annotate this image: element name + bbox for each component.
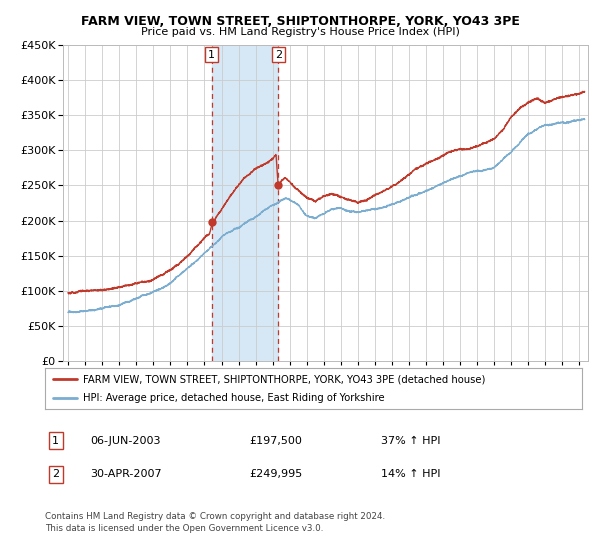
Text: FARM VIEW, TOWN STREET, SHIPTONTHORPE, YORK, YO43 3PE (detached house): FARM VIEW, TOWN STREET, SHIPTONTHORPE, Y… (83, 375, 485, 384)
Text: £249,995: £249,995 (249, 469, 302, 479)
Text: Price paid vs. HM Land Registry's House Price Index (HPI): Price paid vs. HM Land Registry's House … (140, 27, 460, 37)
Bar (212, 45, 278, 361)
Text: 1: 1 (52, 436, 59, 446)
Text: 30-APR-2007: 30-APR-2007 (90, 469, 161, 479)
Text: FARM VIEW, TOWN STREET, SHIPTONTHORPE, YORK, YO43 3PE: FARM VIEW, TOWN STREET, SHIPTONTHORPE, Y… (80, 15, 520, 27)
Text: HPI: Average price, detached house, East Riding of Yorkshire: HPI: Average price, detached house, East… (83, 393, 384, 403)
Text: £197,500: £197,500 (249, 436, 302, 446)
Text: 1: 1 (208, 49, 215, 59)
Text: 2: 2 (275, 49, 282, 59)
Text: 14% ↑ HPI: 14% ↑ HPI (381, 469, 440, 479)
Text: 06-JUN-2003: 06-JUN-2003 (90, 436, 161, 446)
Text: 2: 2 (52, 469, 59, 479)
Text: Contains HM Land Registry data © Crown copyright and database right 2024.
This d: Contains HM Land Registry data © Crown c… (45, 512, 385, 533)
Text: 37% ↑ HPI: 37% ↑ HPI (381, 436, 440, 446)
